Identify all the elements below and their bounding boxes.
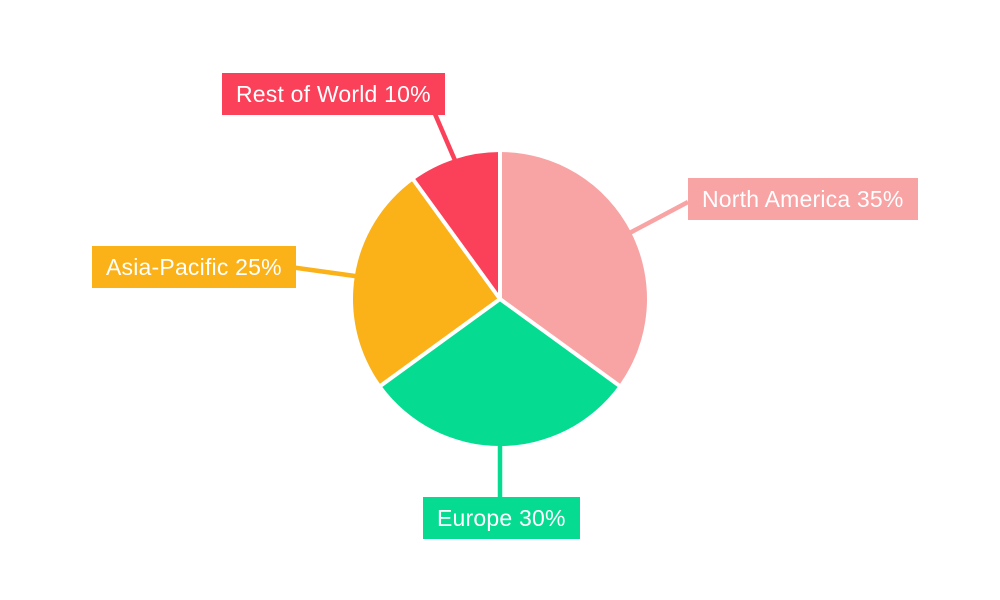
slice-callout-asia-pacific: Asia-Pacific 25% <box>92 246 296 288</box>
leader-line-north-america <box>629 200 690 235</box>
slice-gaps <box>379 151 621 388</box>
slice-gap <box>379 297 502 388</box>
pie-slices <box>353 152 647 446</box>
slice-callout-europe: Europe 30% <box>423 497 580 539</box>
pie-slice-north-america[interactable] <box>500 152 647 386</box>
leader-line-rest-of-world <box>432 113 457 162</box>
slice-callout-north-america: North America 35% <box>688 178 918 220</box>
slice-gap <box>498 297 621 388</box>
leader-lines <box>289 113 690 497</box>
pie-slice-europe[interactable] <box>381 299 619 446</box>
slice-callout-rest-of-world: Rest of World 10% <box>222 73 445 115</box>
leader-line-asia-pacific <box>289 264 357 279</box>
slice-gap <box>411 178 502 301</box>
pie-slice-rest-of-world[interactable] <box>413 152 500 299</box>
pie-slice-asia-pacific[interactable] <box>353 180 500 386</box>
